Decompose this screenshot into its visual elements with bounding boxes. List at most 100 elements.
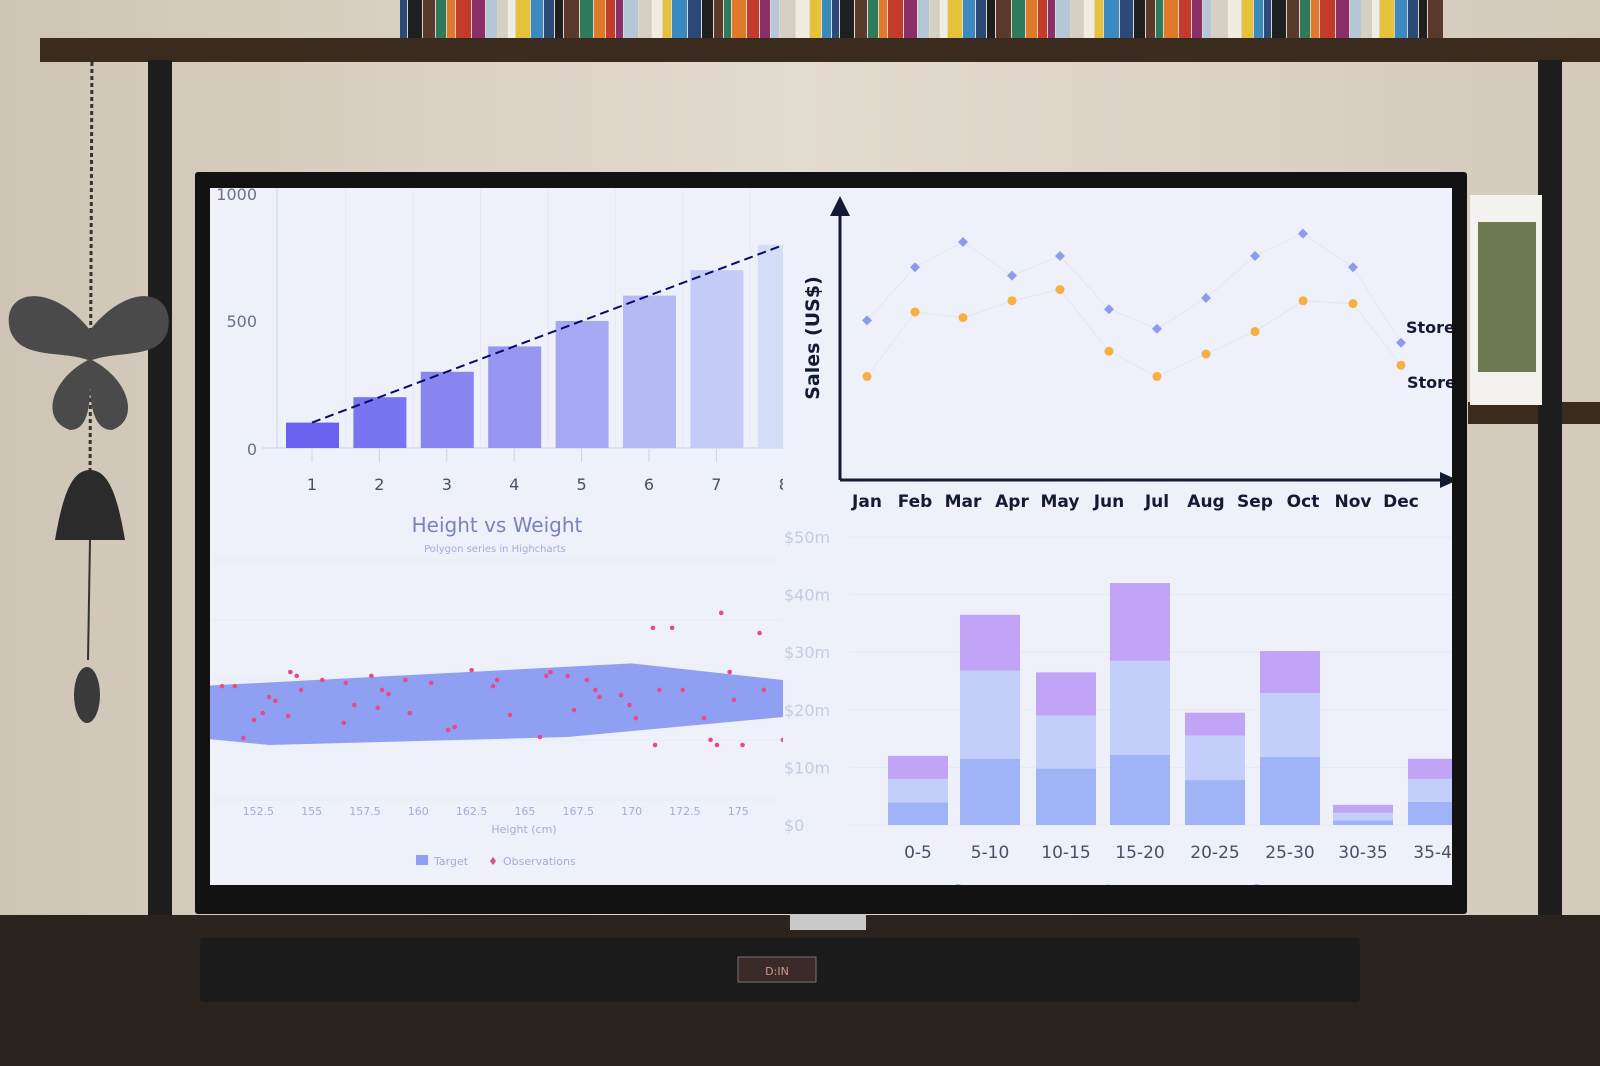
book-spine: [1242, 0, 1253, 38]
book-spine: [594, 0, 605, 38]
book-spine: [832, 0, 839, 38]
x-tick-label: Jun: [1093, 492, 1125, 512]
stacked-bar-segment: [1260, 651, 1320, 694]
stacked-bar-segment: [888, 778, 948, 803]
observation-point: [708, 737, 713, 743]
book-spine: [796, 0, 809, 38]
x-axis-arrowhead: [1440, 472, 1452, 488]
book-spine: [1120, 0, 1133, 38]
legend-observations-label[interactable]: Observations: [503, 855, 576, 868]
book-spine: [1300, 0, 1310, 38]
x-tick-label: 3: [442, 475, 452, 494]
book-spine: [652, 0, 662, 38]
y-tick-label: 0: [247, 440, 257, 459]
stacked-bar-segment: [1036, 715, 1096, 769]
data-point-circle: [1055, 285, 1065, 295]
y-tick-label: $30m: [784, 643, 830, 662]
series-label-store-b: Store: [1407, 373, 1456, 392]
data-point-diamond: [1396, 337, 1406, 348]
book-spine: [1192, 0, 1202, 38]
book-spine: [1272, 0, 1286, 38]
x-tick-label: 5: [577, 475, 587, 494]
bar: [286, 422, 339, 448]
book-spine: [1320, 0, 1335, 38]
book-spine: [498, 0, 507, 38]
stacked-bar-segment: [1110, 754, 1170, 825]
photo-in-frame: [1478, 222, 1536, 372]
series-line: [866, 289, 1402, 377]
legend-target-swatch[interactable]: [416, 855, 428, 865]
book-spine: [855, 0, 867, 38]
book-spine: [1012, 0, 1025, 38]
book-spine: [639, 0, 651, 38]
observation-point: [343, 680, 349, 686]
book-spine: [940, 0, 947, 38]
book-spine: [930, 0, 939, 38]
legend-observations-marker[interactable]: [490, 857, 496, 865]
book-spine: [918, 0, 929, 38]
book-spine: [447, 0, 455, 38]
target-polygon: [210, 663, 783, 745]
book-spine: [879, 0, 887, 38]
stacked-bar-segment: [1333, 812, 1393, 821]
book-spine: [1095, 0, 1103, 38]
x-tick-label: 35-40: [1413, 843, 1462, 863]
observation-point: [627, 702, 632, 708]
book-spine: [1264, 0, 1271, 38]
stacked-bar-segment: [1408, 801, 1452, 825]
bar: [757, 244, 783, 448]
x-tick-label: 160: [408, 805, 429, 818]
observation-point: [584, 677, 590, 683]
book-spine: [672, 0, 687, 38]
book-spine: [486, 0, 497, 38]
x-tick-label: Mar: [945, 492, 982, 512]
legend-dot[interactable]: [1102, 884, 1114, 896]
book-spine: [616, 0, 623, 38]
x-tick-label: 162.5: [456, 805, 488, 818]
x-tick-label: Nov: [1335, 492, 1372, 512]
x-tick-label: Sep: [1237, 492, 1273, 512]
book-spine: [564, 0, 579, 38]
observation-point: [219, 683, 225, 689]
bar: [555, 321, 609, 448]
observation-point: [273, 698, 278, 704]
observation-point: [288, 669, 293, 675]
butterfly-wind-chime: [8, 54, 169, 723]
series-label-store-a: Store: [1406, 318, 1455, 337]
observation-point: [652, 742, 658, 748]
legend-dot[interactable]: [1251, 884, 1263, 896]
y-tick-label: $10m: [784, 758, 830, 777]
book-spine: [1104, 0, 1119, 38]
book-spine: [840, 0, 854, 38]
book-spine: [516, 0, 530, 38]
observation-point: [757, 630, 762, 636]
legend-dot[interactable]: [952, 884, 964, 896]
book-spine: [408, 0, 422, 38]
legend-target-label[interactable]: Target: [433, 855, 469, 868]
soundbar-display: [737, 956, 817, 983]
data-point-diamond: [1348, 262, 1358, 273]
x-tick-label: Jul: [1144, 492, 1169, 512]
stacked-bar-chart-panel: $0 $10m $20m $30m $40m $50m 0-5 5-10 10-15 15-20…: [784, 528, 1462, 896]
book-spine: [747, 0, 759, 38]
observation-point: [490, 683, 496, 689]
stacked-bar-segment: [1260, 757, 1320, 825]
series-line: [866, 233, 1402, 344]
x-tick-label: Jan: [851, 492, 882, 512]
book-spine: [868, 0, 878, 38]
book-spine: [1146, 0, 1155, 38]
book-spine: [555, 0, 563, 38]
book-spine: [1380, 0, 1394, 38]
book-spine: [810, 0, 821, 38]
x-tick-label: 4: [509, 475, 519, 494]
book-spine: [1038, 0, 1047, 38]
x-tick-label: 155: [301, 805, 322, 818]
data-point-circle: [1250, 327, 1260, 337]
data-point-circle: [862, 371, 872, 381]
x-axis-title: Height (cm): [491, 823, 556, 836]
x-tick-label: 2: [374, 475, 384, 494]
observation-point: [714, 742, 720, 748]
x-tick-label: Dec: [1383, 492, 1419, 512]
observation-point: [740, 742, 745, 748]
book-spine: [1056, 0, 1070, 38]
